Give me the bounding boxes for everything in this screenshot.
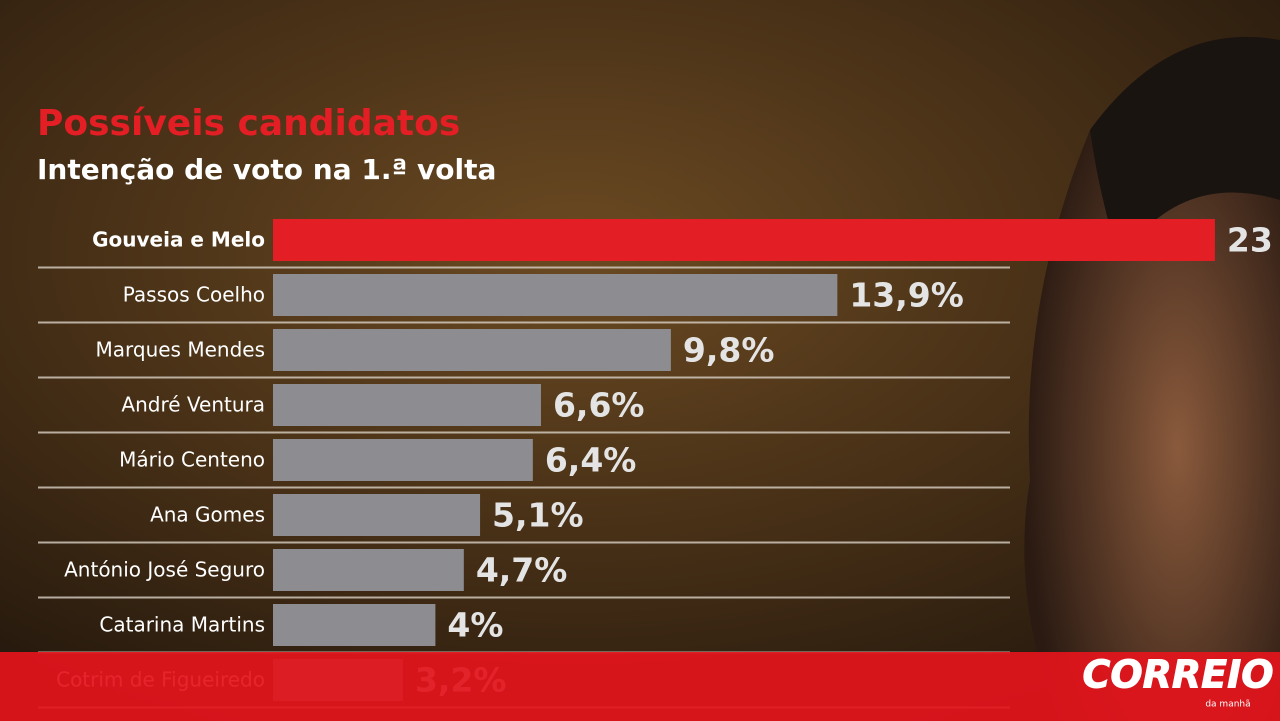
value-label: 6,4%	[545, 441, 637, 480]
banner	[0, 652, 1280, 721]
value-label: 4%	[447, 606, 503, 645]
category-label: António José Seguro	[64, 558, 265, 582]
value-label: 4,7%	[476, 551, 568, 590]
hair	[1090, 36, 1280, 261]
chart-subtitle: Intenção de voto na 1.ª volta	[37, 153, 496, 186]
category-label: Catarina Martins	[99, 613, 265, 637]
bar	[273, 329, 671, 371]
banner-tagline: da manhã	[1205, 700, 1250, 710]
category-label: Gouveia e Melo	[92, 228, 265, 252]
value-label: 5,1%	[492, 496, 584, 535]
bar	[273, 219, 1215, 261]
value-label: 23	[1227, 221, 1273, 260]
bar	[273, 549, 464, 591]
category-label: André Ventura	[121, 393, 265, 417]
bar	[273, 494, 481, 536]
banner-logo: CORREIO	[1082, 653, 1273, 697]
chart-title: Possíveis candidatos	[37, 103, 460, 144]
portrait	[1024, 36, 1280, 721]
value-label: 9,8%	[683, 331, 775, 370]
category-label: Marques Mendes	[96, 338, 266, 362]
value-label: 13,9%	[849, 276, 964, 315]
category-label: Mário Centeno	[119, 448, 265, 472]
bar	[273, 384, 541, 426]
category-label: Passos Coelho	[123, 283, 265, 307]
bar	[273, 274, 838, 316]
bar	[273, 604, 436, 646]
category-label: Ana Gomes	[150, 503, 265, 527]
value-label: 6,6%	[553, 386, 645, 425]
bar	[273, 439, 533, 481]
